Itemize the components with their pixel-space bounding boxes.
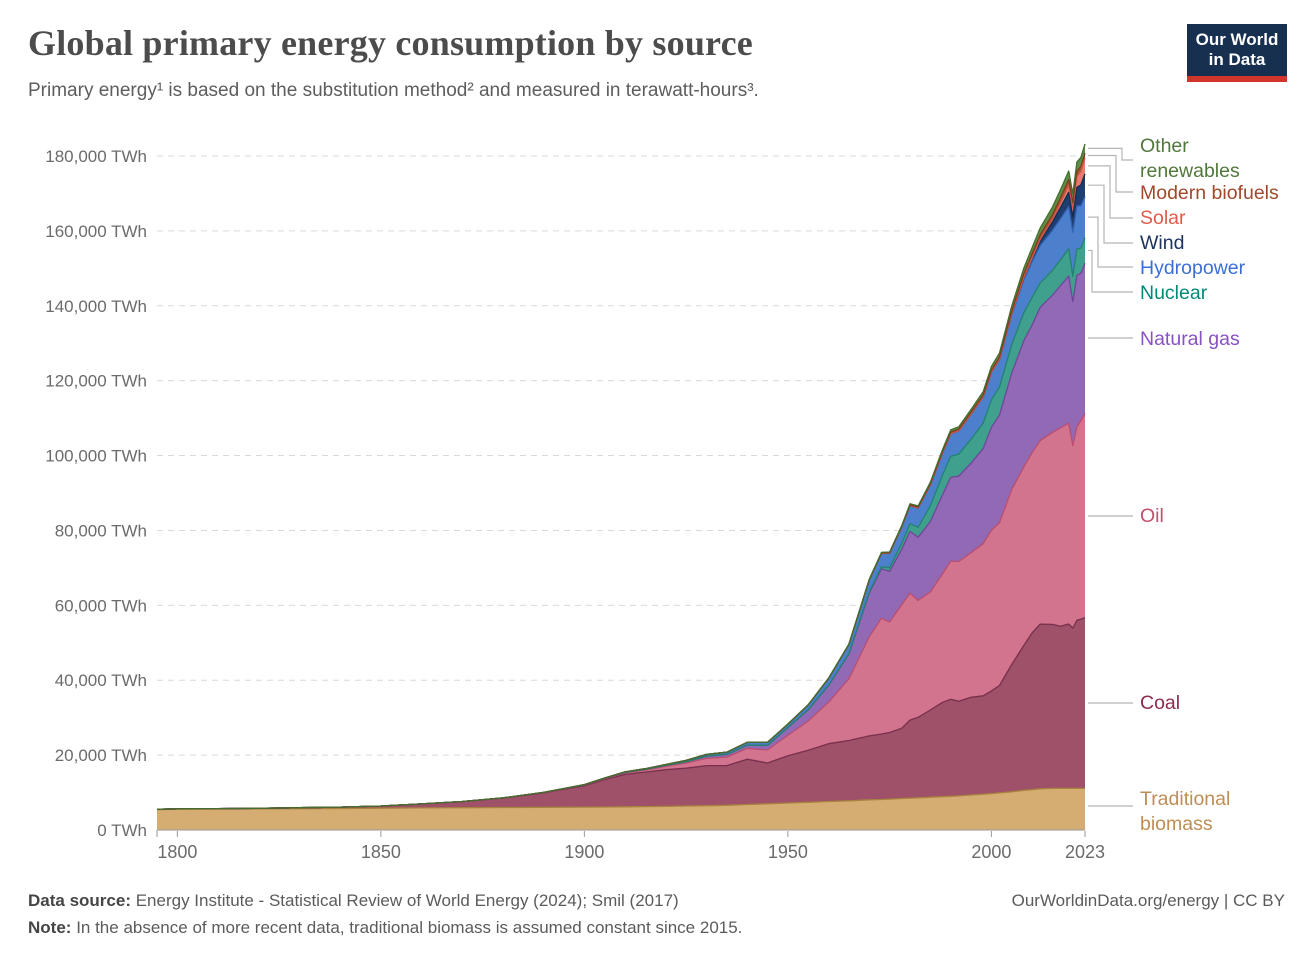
y-tick-label-60000: 60,000 TWh xyxy=(55,596,147,615)
x-tick-label-1950: 1950 xyxy=(768,842,808,862)
page-subtitle: Primary energy¹ is based on the substitu… xyxy=(28,80,759,101)
data-source-text: Energy Institute - Statistical Review of… xyxy=(135,891,679,910)
legend-label-wind[interactable]: Wind xyxy=(1140,232,1185,254)
data-source-label: Data source: xyxy=(28,891,131,910)
y-tick-label-0: 0 TWh xyxy=(97,821,147,840)
y-tick-label-40000: 40,000 TWh xyxy=(55,671,147,690)
area-traditional_biomass[interactable] xyxy=(157,788,1085,830)
legend-connector-nuclear xyxy=(1088,249,1133,293)
note-text: In the absence of more recent data, trad… xyxy=(76,918,743,937)
note-line: Note: In the absence of more recent data… xyxy=(28,918,1285,938)
owid-logo[interactable]: Our World in Data xyxy=(1187,24,1287,82)
legend-label-solar[interactable]: Solar xyxy=(1140,207,1186,229)
data-source-line: Data source: Energy Institute - Statisti… xyxy=(28,891,679,911)
y-tick-label-140000: 140,000 TWh xyxy=(45,297,147,316)
y-tick-label-120000: 120,000 TWh xyxy=(45,372,147,391)
x-tick-label-1850: 1850 xyxy=(361,842,401,862)
x-tick-label-2023: 2023 xyxy=(1065,842,1105,862)
legend-label-hydropower[interactable]: Hydropower xyxy=(1140,257,1246,279)
legend-label-modern_biofuels[interactable]: Modern biofuels xyxy=(1140,182,1279,204)
series-line-other_renewables xyxy=(156,143,1086,810)
series-line-traditional_biomass xyxy=(156,787,1085,811)
legend-connector-wind xyxy=(1088,184,1133,244)
legend-connector-hydropower xyxy=(1088,216,1133,268)
owid-logo-line2: in Data xyxy=(1208,50,1266,69)
legend-label-other_renewables[interactable]: Other renewables xyxy=(1140,135,1240,182)
legend-label-coal[interactable]: Coal xyxy=(1140,692,1181,714)
legend-connector-other_renewables xyxy=(1088,147,1133,161)
legend-label-traditional_biomass[interactable]: Traditional biomass xyxy=(1140,788,1231,835)
page-title: Global primary energy consumption by sou… xyxy=(28,23,753,63)
legend-label-natural_gas[interactable]: Natural gas xyxy=(1140,328,1240,350)
y-tick-label-160000: 160,000 TWh xyxy=(45,222,147,241)
y-tick-label-20000: 20,000 TWh xyxy=(55,746,147,765)
y-tick-label-180000: 180,000 TWh xyxy=(45,147,147,166)
owid-logo-line1: Our World xyxy=(1195,30,1279,49)
attribution-link[interactable]: OurWorldinData.org/energy | CC BY xyxy=(1011,891,1285,910)
legend-connector-modern_biofuels xyxy=(1088,154,1133,193)
legend-label-nuclear[interactable]: Nuclear xyxy=(1140,282,1208,304)
x-tick-label-2000: 2000 xyxy=(971,842,1011,862)
note-label: Note: xyxy=(28,918,72,937)
y-tick-label-100000: 100,000 TWh xyxy=(45,447,147,466)
area-oil[interactable] xyxy=(157,413,1085,810)
legend-label-oil[interactable]: Oil xyxy=(1140,505,1164,527)
y-tick-label-80000: 80,000 TWh xyxy=(55,521,147,540)
legend-connector-solar xyxy=(1088,165,1133,219)
area-coal[interactable] xyxy=(157,617,1085,810)
x-tick-label-1900: 1900 xyxy=(564,842,604,862)
chart-footer: Data source: Energy Institute - Statisti… xyxy=(28,891,1285,938)
x-tick-label-1800: 1800 xyxy=(157,842,197,862)
